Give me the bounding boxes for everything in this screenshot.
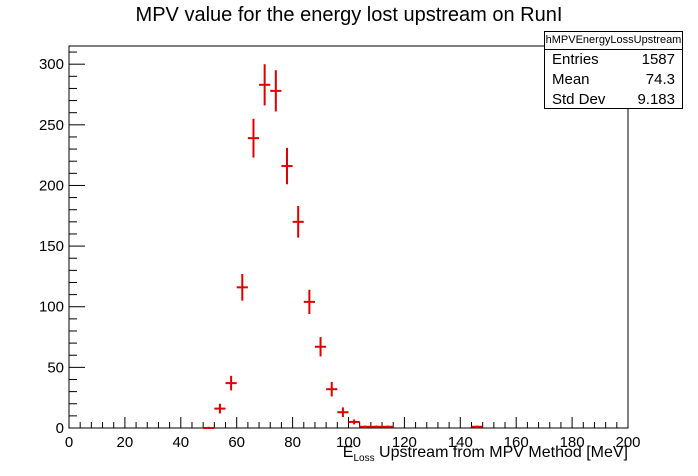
x-tick-label: 200 xyxy=(615,434,640,451)
stats-stddev-value: 9.183 xyxy=(637,91,675,108)
x-tick-label: 60 xyxy=(228,434,245,451)
x-tick-label: 40 xyxy=(172,434,189,451)
data-point xyxy=(225,375,237,391)
x-tick-label: 120 xyxy=(392,434,417,451)
data-point xyxy=(348,419,360,425)
data-point xyxy=(359,425,371,428)
stats-entries-value: 1587 xyxy=(641,51,675,68)
y-tick-label: 200 xyxy=(39,177,64,194)
stats-row-stddev: Std Dev 9.183 xyxy=(545,90,682,110)
x-axis-label-subscript: Loss xyxy=(353,453,375,465)
y-tick-label: 0 xyxy=(56,420,64,437)
stats-entries-label: Entries xyxy=(552,51,599,68)
x-tick-label: 100 xyxy=(336,434,361,451)
data-point xyxy=(247,118,260,158)
y-tick-label: 50 xyxy=(47,359,64,376)
data-point xyxy=(382,425,394,428)
x-axis-label-rest: Upstream from MPV Method [MeV] xyxy=(374,444,628,461)
data-point xyxy=(326,381,338,397)
data-point xyxy=(292,206,304,238)
y-tick-label: 250 xyxy=(39,117,64,134)
y-tick-label: 150 xyxy=(39,238,64,255)
x-tick-label: 180 xyxy=(560,434,585,451)
y-tick-label: 100 xyxy=(39,299,64,316)
data-point xyxy=(203,426,215,429)
stats-row-mean: Mean 74.3 xyxy=(545,70,682,90)
data-point xyxy=(370,425,383,428)
x-tick-label: 140 xyxy=(448,434,473,451)
x-tick-label: 80 xyxy=(284,434,301,451)
x-axis-label: ELoss Upstream from MPV Method [MeV] xyxy=(343,444,628,464)
stats-mean-label: Mean xyxy=(552,71,590,88)
x-tick-label: 20 xyxy=(117,434,134,451)
data-point xyxy=(471,425,483,428)
y-tick-label: 300 xyxy=(39,56,64,73)
chart-title: MPV value for the energy lost upstream o… xyxy=(135,4,563,26)
data-point xyxy=(259,64,271,106)
data-point xyxy=(270,70,282,112)
stats-stddev-label: Std Dev xyxy=(552,91,606,108)
data-point xyxy=(303,289,315,315)
data-point xyxy=(214,403,226,414)
stats-mean-value: 74.3 xyxy=(645,71,675,88)
data-point xyxy=(281,147,293,185)
x-tick-label: 160 xyxy=(504,434,529,451)
stats-box: hMPVEnergyLossUpstream Entries 1587 Mean… xyxy=(544,31,683,109)
data-point xyxy=(236,273,248,301)
data-point xyxy=(337,407,349,418)
data-point xyxy=(314,337,327,357)
x-axis-label-main: E xyxy=(342,444,354,461)
stats-box-title: hMPVEnergyLossUpstream xyxy=(545,32,682,50)
stats-row-entries: Entries 1587 xyxy=(545,50,682,70)
x-tick-label: 0 xyxy=(65,434,73,451)
